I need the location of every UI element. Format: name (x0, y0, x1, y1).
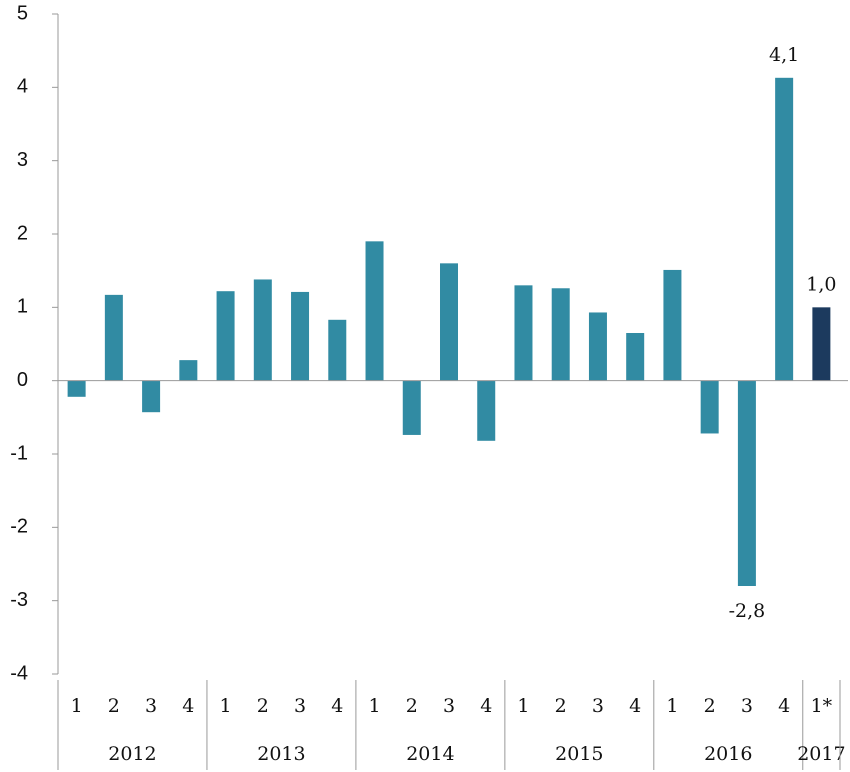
x-tick-label: 2 (704, 695, 716, 717)
x-tick-label: 4 (629, 695, 641, 717)
group-label: 2014 (406, 743, 454, 765)
group-label: 2015 (555, 743, 603, 765)
bar (626, 333, 645, 381)
x-tick-label: 1 (220, 695, 232, 717)
group-label: 2012 (108, 743, 156, 765)
bar (477, 380, 496, 441)
value-label: 4,1 (769, 44, 799, 66)
x-tick-label: 4 (182, 695, 194, 717)
x-tick-label: 3 (145, 695, 157, 717)
y-tick-label: 1 (17, 296, 28, 318)
bar (142, 380, 161, 413)
group-label: 2017 (797, 743, 845, 765)
x-tick-label: 4 (480, 695, 492, 717)
bar (216, 291, 235, 381)
x-tick-label: 4 (778, 695, 790, 717)
y-tick-label: -3 (10, 589, 28, 611)
y-tick-label: 4 (17, 76, 28, 98)
x-tick-label: 3 (443, 695, 455, 717)
bar (179, 360, 198, 381)
bar (588, 312, 607, 381)
bar (328, 319, 347, 381)
group-label: 2016 (704, 743, 752, 765)
y-tick-label: 5 (17, 2, 28, 24)
x-tick-label: 4 (331, 695, 343, 717)
y-tick-label: 0 (17, 369, 28, 391)
bar (700, 380, 719, 434)
x-tick-label: 1 (517, 695, 529, 717)
bar (737, 380, 756, 586)
value-label: -2,8 (729, 600, 766, 622)
x-tick-label: 2 (555, 695, 567, 717)
y-tick-label: 3 (17, 149, 28, 171)
bar (440, 263, 458, 381)
x-tick-label: 2 (108, 695, 120, 717)
bar (104, 294, 123, 381)
bar (67, 380, 86, 397)
y-tick-label: -1 (10, 442, 28, 464)
x-tick-label: 2 (257, 695, 269, 717)
group-label: 2013 (257, 743, 305, 765)
bar (365, 241, 384, 381)
y-tick-label: 2 (17, 222, 28, 244)
bar (812, 307, 831, 381)
x-tick-label: 3 (741, 695, 753, 717)
x-tick-label: 1* (811, 695, 833, 717)
bar (775, 77, 794, 381)
y-tick-label: -2 (10, 516, 28, 538)
bar (402, 380, 421, 435)
x-tick-label: 1 (71, 695, 83, 717)
bar (253, 279, 272, 381)
x-tick-label: 1 (368, 695, 380, 717)
bar (663, 269, 682, 381)
x-tick-label: 3 (294, 695, 306, 717)
bar (291, 291, 310, 381)
value-label: 1,0 (806, 273, 836, 295)
x-tick-label: 3 (592, 695, 604, 717)
x-tick-label: 2 (406, 695, 418, 717)
bar (514, 285, 533, 381)
bar (551, 288, 570, 381)
y-tick-label: -4 (10, 662, 28, 684)
x-tick-label: 1 (666, 695, 678, 717)
